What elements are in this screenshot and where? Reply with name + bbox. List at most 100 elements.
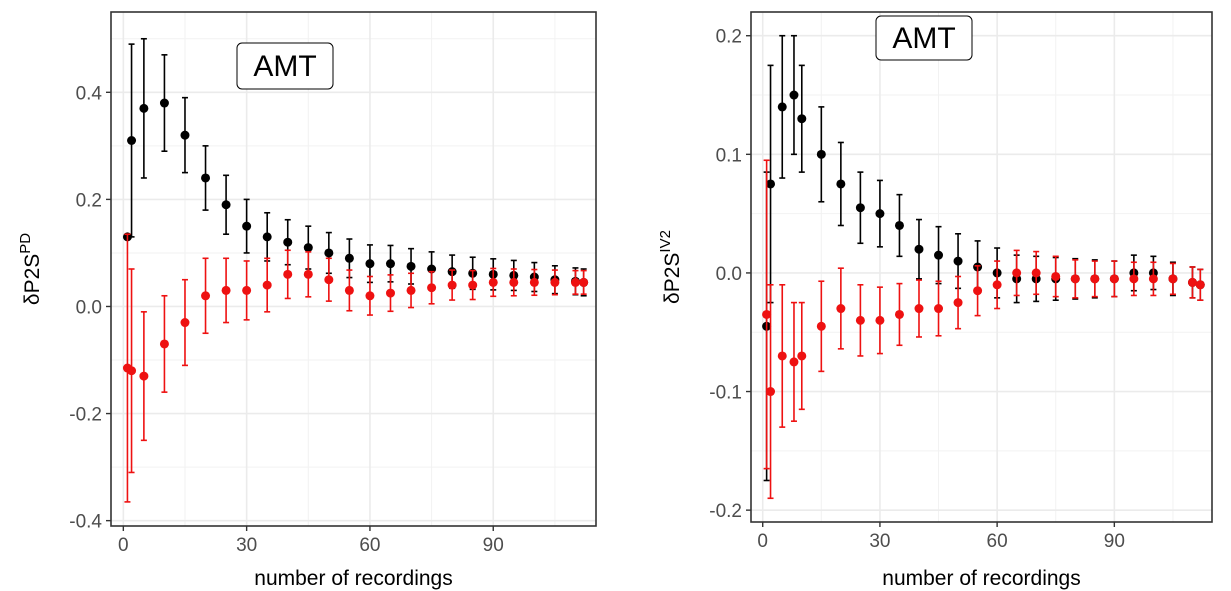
x-tick-label: 60: [359, 535, 380, 556]
data-point: [127, 366, 137, 376]
chart-panel-2: AMT 0 30 60 90 -0.2 -0.1 0.0 0.1 0.2 number of rec…: [657, 11, 1213, 590]
data-point: [1187, 277, 1197, 287]
data-point: [262, 280, 272, 290]
data-point: [1129, 274, 1139, 284]
data-point: [1195, 280, 1205, 290]
y-axis-title-superscript: IV2: [657, 230, 674, 253]
y-axis-title: δP2SIV2: [657, 230, 684, 304]
data-point: [914, 304, 924, 314]
data-point: [789, 90, 799, 100]
data-point: [953, 256, 963, 266]
data-point: [766, 179, 776, 189]
y-axis-title-main: δP2S: [21, 254, 44, 305]
data-point: [324, 275, 334, 285]
data-point: [385, 259, 395, 269]
data-point: [221, 200, 231, 210]
data-point: [283, 269, 293, 279]
data-point: [777, 351, 787, 361]
data-point: [283, 237, 293, 247]
data-point: [855, 315, 865, 325]
data-point: [201, 291, 211, 301]
data-point: [1148, 274, 1158, 284]
data-point: [159, 98, 169, 108]
data-point: [509, 277, 519, 287]
data-point: [579, 277, 589, 287]
data-point: [875, 209, 885, 219]
data-point: [777, 102, 787, 112]
data-point: [385, 288, 395, 298]
x-tick-label: 0: [757, 531, 768, 552]
data-point: [344, 253, 354, 263]
y-tick-label: 0.0: [716, 264, 742, 285]
data-point: [303, 269, 313, 279]
data-point: [529, 277, 539, 287]
data-point: [875, 315, 885, 325]
data-point: [324, 248, 334, 258]
data-point: [303, 243, 313, 253]
data-point: [447, 280, 457, 290]
data-point: [1109, 274, 1119, 284]
data-point: [762, 309, 772, 319]
data-point: [894, 309, 904, 319]
data-point: [488, 277, 498, 287]
data-point: [180, 130, 190, 140]
y-tick-label: 0.1: [716, 145, 742, 166]
data-point: [344, 285, 354, 295]
data-point: [1168, 274, 1178, 284]
y-tick-label: 0.0: [76, 297, 102, 318]
data-point: [1012, 268, 1022, 278]
data-point: [365, 291, 375, 301]
x-axis-title: number of recordings: [254, 567, 452, 590]
data-point: [1051, 271, 1061, 281]
series-2: [762, 159, 1205, 500]
data-point: [365, 259, 375, 269]
x-tick-label: 60: [987, 531, 1008, 552]
x-tick-label: 30: [236, 535, 257, 556]
data-point: [816, 149, 826, 159]
data-point: [934, 250, 944, 260]
data-point: [242, 285, 252, 295]
y-tick-label: -0.1: [709, 383, 742, 404]
data-point: [127, 136, 137, 145]
x-tick-label: 90: [483, 535, 504, 556]
y-tick-label: 0.2: [76, 190, 102, 211]
data-point: [139, 371, 149, 381]
data-point: [550, 277, 560, 287]
data-point: [406, 285, 416, 295]
x-axis-title: number of recordings: [882, 567, 1080, 590]
data-point: [934, 304, 944, 314]
y-tick-label: 0.4: [76, 83, 103, 104]
annotation-label: AMT: [253, 50, 316, 83]
data-point: [1031, 268, 1041, 278]
data-point: [836, 304, 846, 314]
data-point: [427, 283, 437, 293]
annotation-box: [875, 15, 973, 61]
data-point: [1070, 274, 1080, 284]
data-point: [406, 261, 416, 271]
data-point: [789, 357, 799, 367]
y-tick-label: -0.4: [69, 512, 102, 533]
series-2: [122, 233, 589, 503]
data-point: [766, 387, 776, 397]
x-tick-label: 0: [118, 535, 129, 556]
data-point: [992, 280, 1002, 290]
x-tick-label: 30: [869, 531, 890, 552]
y-tick-label: -0.2: [69, 405, 102, 426]
data-point: [159, 339, 169, 349]
plot-background: [111, 12, 596, 526]
data-point: [468, 280, 478, 290]
data-point: [797, 351, 807, 361]
data-point: [797, 114, 807, 124]
data-point: [262, 232, 272, 242]
data-point: [180, 318, 190, 328]
data-point: [973, 286, 983, 296]
data-point: [570, 277, 580, 287]
data-point: [221, 285, 231, 295]
data-point: [836, 179, 846, 189]
data-point: [816, 321, 826, 331]
chart-panel-1: AMT 0 30 60 90 -0.4 -0.2 0.0 0.2 0.4 number of rec…: [17, 11, 597, 590]
data-point: [242, 221, 252, 231]
panel-border: [110, 11, 597, 527]
x-tick-label: 90: [1104, 531, 1125, 552]
